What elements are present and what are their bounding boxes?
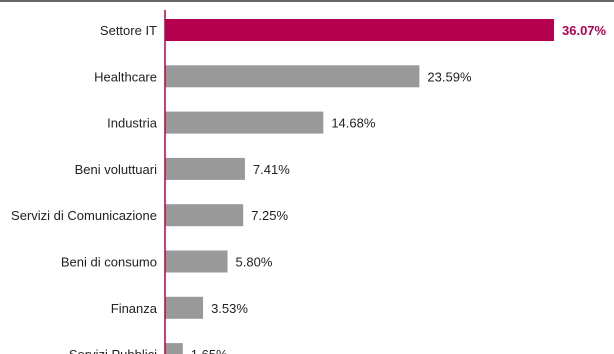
- value-label: 3.53%: [211, 301, 248, 316]
- bar: [165, 157, 245, 180]
- value-label: 5.80%: [236, 255, 273, 270]
- bar: [165, 296, 204, 319]
- bar: [165, 343, 183, 354]
- bar: [165, 111, 324, 134]
- category-label: Settore IT: [100, 23, 157, 38]
- category-label: Servizi Pubblici: [69, 347, 157, 354]
- bar: [165, 19, 554, 41]
- value-label: 23.59%: [427, 69, 472, 84]
- bars-group: Settore IT 36.07% Healthcare 23.59% Industri…: [11, 19, 607, 354]
- value-label: 14.68%: [331, 116, 376, 131]
- value-label: 7.25%: [251, 208, 288, 223]
- category-label: Beni di consumo: [61, 255, 157, 270]
- value-label: 36.07%: [562, 23, 607, 38]
- category-label: Beni voluttuari: [75, 162, 157, 177]
- category-label: Servizi di Comunicazione: [11, 208, 157, 223]
- bar: [165, 65, 420, 88]
- bar: [165, 204, 244, 227]
- category-label: Healthcare: [94, 69, 157, 84]
- value-label: 1.65%: [191, 347, 228, 354]
- value-label: 7.41%: [253, 162, 290, 177]
- category-label: Finanza: [111, 301, 158, 316]
- bar: [165, 250, 228, 273]
- category-label: Industria: [107, 116, 158, 131]
